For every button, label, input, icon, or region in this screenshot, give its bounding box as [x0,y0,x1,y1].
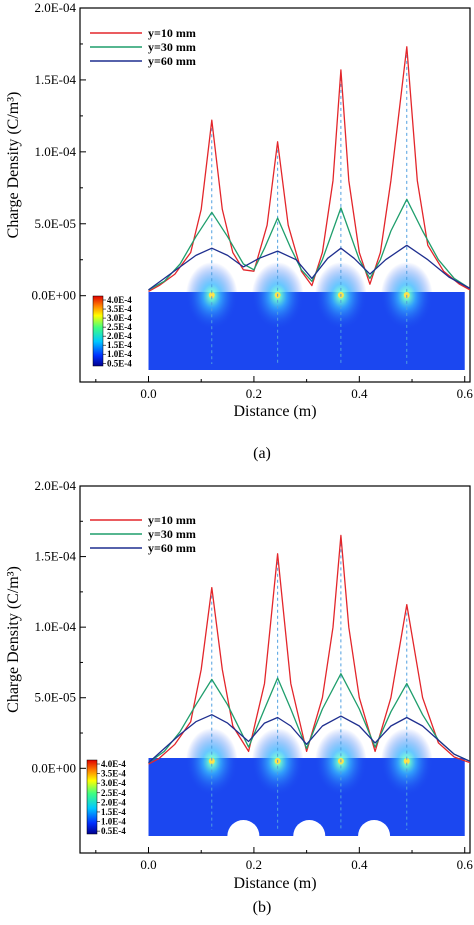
x-tick-label: 0.6 [457,857,474,872]
legend-label: y=60 mm [148,54,196,68]
x-axis-label: Distance (m) [233,875,316,892]
electrode-point [208,292,215,298]
plot-frame [79,7,471,383]
y-tick-label: 1.0E-04 [34,144,76,159]
x-axis-label: Distance (m) [233,403,316,420]
colorbar-label: 1.0E-4 [107,349,132,359]
panel-caption: (a) [253,445,271,462]
x-tick-label: 0.0 [140,857,156,872]
legend-label: y=10 mm [148,26,196,40]
panel-caption: (b) [253,899,272,916]
field-cavity [293,820,326,836]
x-tick-label: 0.2 [246,857,262,872]
y-tick-label: 5.0E-05 [34,216,76,231]
y-tick-label: 5.0E-05 [34,690,76,705]
colorbar-label: 2.0E-4 [101,797,126,807]
y-tick-label: 0.0E+00 [31,288,76,303]
colorbar [92,295,104,367]
field-cavity [358,820,391,836]
x-tick-label: 0.6 [457,386,474,401]
colorbar-label: 3.0E-4 [101,778,126,788]
series-line-y10mm [148,534,471,765]
series-line-y30mm [148,673,471,764]
legend-label: y=30 mm [148,40,196,54]
series-line-y60mm [148,244,471,291]
panel-a: 0.0E+00 5.0E-05 1.0E-04 1.5E-04 2.0E-04 0.0 0.… [5,0,473,462]
colorbar-label: 3.5E-4 [101,769,126,779]
colorbar-label: 3.5E-4 [107,304,132,314]
colorbar-label: 4.0E-4 [107,295,132,305]
colorbar-label: 3.0E-4 [107,313,132,323]
colorbar-label: 0.5E-4 [107,358,132,368]
x-tick-label: 0.0 [140,386,156,401]
legend-label: y=30 mm [148,527,196,541]
colorbar-label: 1.0E-4 [101,817,126,827]
plot-frame [79,485,471,854]
y-axis-label: Charge Density (C/m³) [5,92,22,239]
electrode-point [208,758,215,764]
electrode-point [403,758,410,764]
colorbar [86,759,98,835]
colorbar-label: 2.5E-4 [101,788,126,798]
series-line-y10mm [148,46,471,292]
colorbar-label: 2.0E-4 [107,331,132,341]
x-tick-label: 0.4 [351,857,368,872]
colorbar-label: 0.5E-4 [101,826,126,836]
y-tick-label: 2.0E-04 [34,0,76,15]
colorbar-label: 1.5E-4 [107,340,132,350]
colorbar-label: 2.5E-4 [107,322,132,332]
y-tick-label: 1.5E-04 [34,549,76,564]
colorbar-label: 4.0E-4 [101,759,126,769]
panel-b: 0.0E+00 5.0E-05 1.0E-04 1.5E-04 2.0E-04 0.0 0.… [5,478,473,916]
legend-label: y=60 mm [148,541,196,555]
x-tick-label: 0.4 [351,386,368,401]
legend-label: y=10 mm [148,513,196,527]
y-tick-label: 1.0E-04 [34,619,76,634]
field-cavity [227,819,260,836]
series-line-y60mm [148,714,471,764]
series-line-y30mm [148,198,471,291]
y-tick-label: 0.0E+00 [31,760,76,775]
y-tick-label: 2.0E-04 [34,478,76,493]
x-tick-label: 0.2 [246,386,262,401]
y-axis-label: Charge Density (C/m³) [5,566,22,713]
colorbar-label: 1.5E-4 [101,807,126,817]
y-tick-label: 1.5E-04 [34,72,76,87]
